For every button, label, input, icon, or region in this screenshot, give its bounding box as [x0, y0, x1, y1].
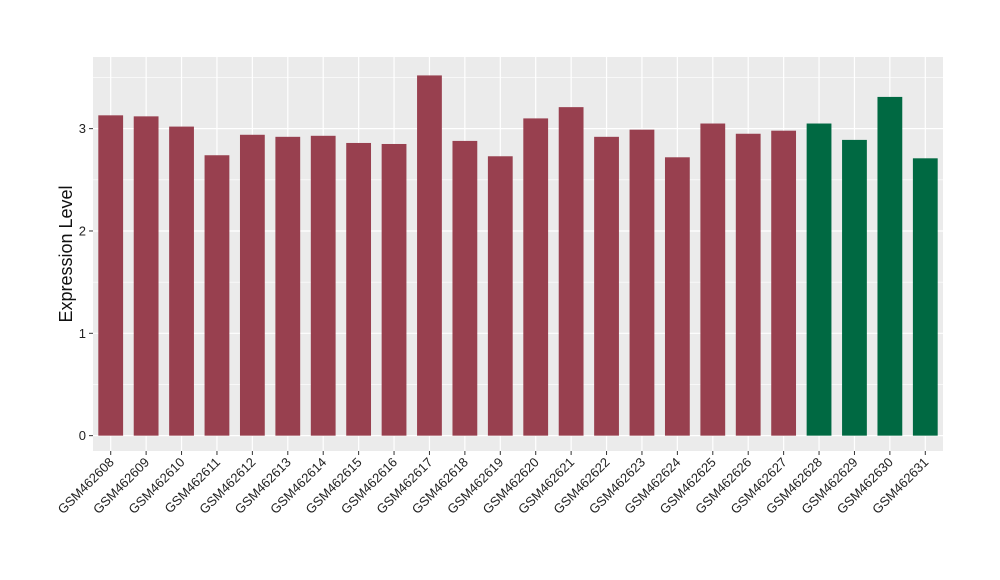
bar-GSM462616	[381, 143, 407, 436]
minor-gridlines	[93, 77, 943, 385]
y-axis: 0 1 2 3	[79, 121, 93, 443]
y-tick-label: 0	[79, 428, 86, 443]
bar-GSM462619	[487, 156, 513, 436]
bar-GSM462620	[523, 118, 549, 436]
bar-GSM462623	[629, 129, 655, 436]
bar-GSM462629	[842, 139, 867, 436]
bar-GSM462618	[452, 140, 478, 436]
bar-GSM462627	[771, 130, 797, 436]
bar-GSM462610	[169, 126, 194, 436]
y-tick-label: 2	[79, 223, 86, 238]
y-axis-title: Expression Level	[56, 185, 76, 322]
bar-GSM462624	[664, 157, 690, 436]
bars	[98, 75, 938, 436]
y-tick-label: 3	[79, 121, 86, 136]
bar-GSM462617	[417, 75, 442, 436]
bar-GSM462625	[700, 123, 726, 436]
bar-GSM462615	[346, 142, 372, 436]
bar-GSM462631	[912, 158, 938, 436]
bar-GSM462611	[204, 155, 230, 436]
bar-GSM462621	[558, 107, 584, 436]
plot-panel	[93, 57, 943, 451]
bar-GSM462622	[594, 136, 619, 436]
x-axis: GSM462608GSM462609GSM462610GSM462611GSM4…	[55, 451, 931, 517]
bar-GSM462630	[877, 96, 903, 436]
bar-GSM462628	[806, 123, 832, 436]
bar-GSM462613	[275, 136, 301, 436]
bar-GSM462612	[239, 134, 265, 436]
bar-GSM462609	[133, 116, 159, 436]
bar-GSM462626	[735, 133, 761, 436]
bar-GSM462614	[310, 135, 336, 436]
y-tick-label: 1	[79, 326, 86, 341]
bar-GSM462608	[98, 115, 124, 436]
